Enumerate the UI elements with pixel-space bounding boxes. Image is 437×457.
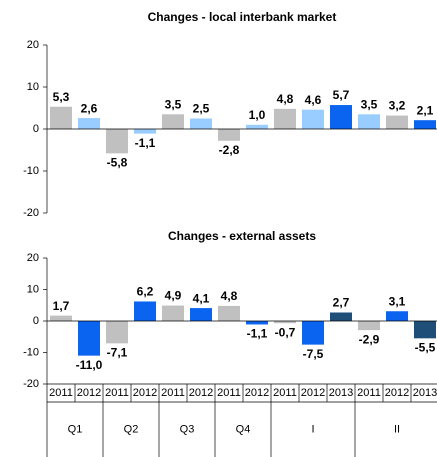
x-tick-label: 2012 — [301, 387, 325, 399]
data-label: -0,7 — [275, 325, 296, 339]
group-label: Q1 — [68, 423, 83, 435]
data-label: -7,1 — [107, 346, 128, 360]
bar — [386, 115, 408, 129]
x-tick-label: 2012 — [133, 387, 157, 399]
data-label: 3,2 — [389, 99, 406, 113]
group-label: Q2 — [124, 423, 139, 435]
data-label: -5,5 — [415, 340, 436, 354]
bar — [386, 311, 408, 321]
y-tick-label: -10 — [23, 346, 39, 358]
data-label: -1,1 — [135, 136, 156, 150]
chart-title: Changes - external assets — [168, 229, 316, 243]
y-tick-label: 0 — [33, 315, 39, 327]
x-tick-label: 2011 — [273, 387, 297, 399]
bar — [246, 321, 268, 325]
bar — [274, 108, 296, 129]
data-label: -2,8 — [219, 143, 240, 157]
y-tick-label: 0 — [33, 123, 39, 135]
bar — [302, 109, 324, 129]
bar — [218, 129, 240, 141]
data-label: -7,5 — [303, 347, 324, 361]
bar — [78, 118, 100, 129]
bar — [50, 315, 72, 321]
x-tick-label: 2011 — [217, 387, 241, 399]
y-tick-label: 10 — [27, 283, 39, 295]
bar — [330, 312, 352, 321]
bar — [162, 305, 184, 321]
group-label: I — [311, 423, 314, 435]
bar — [50, 106, 72, 129]
data-label: 4,6 — [305, 93, 322, 107]
y-tick-label: 20 — [27, 252, 39, 264]
data-label: -2,9 — [359, 332, 380, 346]
y-tick-label: 20 — [27, 39, 39, 51]
x-tick-label: 2011 — [357, 387, 381, 399]
x-tick-label: 2012 — [189, 387, 213, 399]
x-tick-label: 2013 — [413, 387, 437, 399]
data-label: -1,1 — [247, 327, 268, 341]
y-tick-label: 10 — [27, 81, 39, 93]
y-tick-label: -20 — [23, 207, 39, 219]
data-label: 4,1 — [193, 291, 210, 305]
data-label: -11,0 — [76, 358, 103, 372]
data-label: 5,3 — [53, 90, 70, 104]
bar — [330, 105, 352, 129]
bar — [134, 301, 156, 321]
data-label: 2,6 — [81, 101, 98, 115]
group-label: II — [394, 423, 400, 435]
data-label: 5,7 — [333, 88, 350, 102]
bar — [106, 129, 128, 154]
bar — [414, 321, 436, 339]
x-tick-label: 2011 — [105, 387, 129, 399]
bar — [78, 321, 100, 356]
data-label: 6,2 — [137, 285, 154, 299]
bar — [274, 321, 296, 324]
data-label: 4,9 — [165, 289, 182, 303]
data-label: 2,1 — [417, 103, 434, 117]
x-tick-label: 2011 — [49, 387, 73, 399]
chart-title: Changes - local interbank market — [148, 10, 337, 24]
bar — [302, 321, 324, 345]
bar — [218, 305, 240, 321]
bar — [162, 114, 184, 129]
data-label: 3,5 — [165, 97, 182, 111]
data-label: 2,7 — [333, 296, 350, 310]
bar — [246, 124, 268, 129]
group-label: Q3 — [180, 423, 195, 435]
x-tick-label: 2013 — [329, 387, 353, 399]
x-tick-label: 2012 — [385, 387, 409, 399]
bar — [190, 118, 212, 129]
bar — [190, 308, 212, 321]
x-tick-label: 2012 — [77, 387, 101, 399]
x-tick-label: 2011 — [161, 387, 185, 399]
y-tick-label: -10 — [23, 165, 39, 177]
x-tick-label: 2012 — [245, 387, 269, 399]
bar — [358, 321, 380, 331]
bar — [358, 114, 380, 129]
bar — [106, 321, 128, 344]
data-label: 4,8 — [221, 289, 238, 303]
data-label: 1,7 — [53, 299, 70, 313]
data-label: 3,5 — [361, 97, 378, 111]
bar — [414, 120, 436, 129]
bar — [134, 129, 156, 134]
data-label: 3,1 — [389, 294, 406, 308]
group-label: Q4 — [236, 423, 251, 435]
data-label: 4,8 — [277, 92, 294, 106]
data-label: 1,0 — [249, 108, 266, 122]
data-label: -5,8 — [107, 156, 128, 170]
data-label: 2,5 — [193, 102, 210, 116]
y-tick-label: -20 — [23, 378, 39, 390]
